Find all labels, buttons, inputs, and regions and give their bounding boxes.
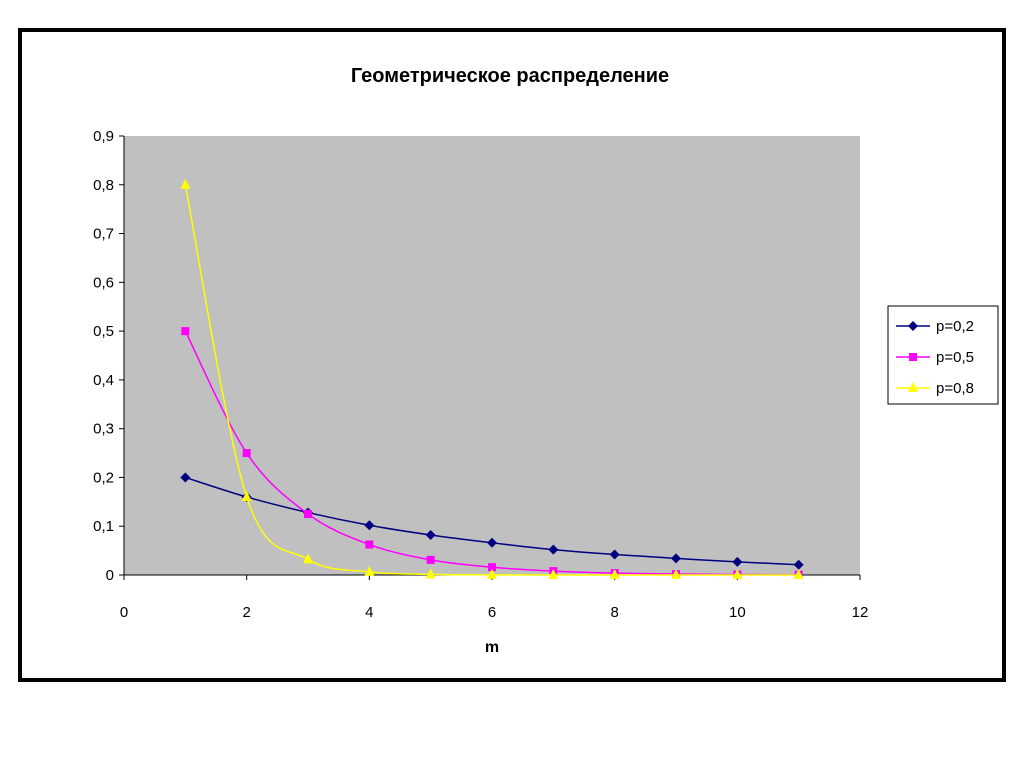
series-3-point <box>180 178 191 189</box>
series-3-point <box>364 565 375 576</box>
series-2-point <box>488 563 496 572</box>
x-tick-label: 10 <box>729 604 746 621</box>
legend-label: p=0,5 <box>936 349 974 366</box>
y-tick-label: 0,7 <box>93 226 114 243</box>
legend-item: p=0,5 <box>896 349 974 366</box>
y-tick-label: 0,9 <box>93 128 114 145</box>
series-1-point <box>364 520 375 531</box>
series-2-point <box>365 540 374 549</box>
series-2-line <box>184 330 799 576</box>
series-3-point <box>241 490 252 501</box>
series-3-point <box>425 568 436 579</box>
y-tick-label: 0 <box>106 567 114 584</box>
series-2-point <box>426 555 435 564</box>
legend-label: p=0,2 <box>936 318 974 335</box>
series-3-point <box>671 569 681 579</box>
x-tick-label: 2 <box>242 604 250 621</box>
y-tick-label: 0,6 <box>93 274 114 291</box>
series-3 <box>180 178 804 579</box>
legend-swatch-marker <box>909 353 917 361</box>
series-1-point <box>180 472 191 483</box>
y-tick-label: 0,4 <box>93 372 114 389</box>
chart-title: Геометрическое распределение <box>351 65 669 87</box>
x-tick-label: 0 <box>120 604 128 621</box>
series-1-point <box>793 559 804 570</box>
series-3-point <box>793 569 804 579</box>
legend-label: p=0,8 <box>936 380 974 397</box>
series-2-point <box>242 449 251 458</box>
x-tick-label: 8 <box>610 604 618 621</box>
y-tick-label: 0,3 <box>93 421 114 438</box>
x-tick-label: 6 <box>488 604 496 621</box>
y-tick-label: 0,2 <box>93 469 114 486</box>
series-1-point <box>609 549 620 560</box>
series-group <box>180 178 804 579</box>
series-3-point <box>548 568 559 579</box>
legend-swatch-marker <box>908 382 918 392</box>
series-1-point <box>548 544 559 555</box>
series-3-point <box>487 568 497 579</box>
series-1-point <box>425 530 436 541</box>
x-tick-label: 12 <box>852 604 869 621</box>
series-2-point <box>304 510 312 519</box>
series-1-point <box>732 556 743 567</box>
plot-area <box>124 136 860 575</box>
series-3-point <box>732 569 743 579</box>
legend-item: p=0,2 <box>896 318 974 335</box>
y-tick-label: 0,5 <box>93 323 114 340</box>
legend-swatch-marker <box>908 321 918 331</box>
legend-item: p=0,8 <box>896 380 974 397</box>
series-2-point <box>181 327 190 336</box>
y-tick-label: 0,1 <box>93 518 114 535</box>
axes: 0 0,1 0,2 0,3 0,4 0,5 0,6 0,7 0,8 0,9 0 2 4 6 8 10 12 <box>93 128 868 621</box>
legend: p=0,2 p=0,5 p=0,8 <box>887 305 999 405</box>
x-tick-label: 4 <box>365 604 373 621</box>
y-tick-label: 0,8 <box>93 177 114 194</box>
series-1-point <box>671 553 681 564</box>
series-3-point <box>303 553 313 564</box>
series-3-point <box>609 569 620 579</box>
series-1-point <box>487 537 497 548</box>
x-axis-label: m <box>485 639 499 656</box>
